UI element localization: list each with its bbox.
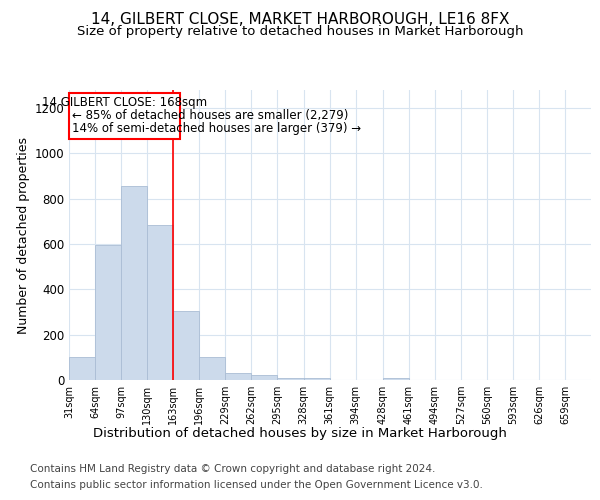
Text: Contains HM Land Registry data © Crown copyright and database right 2024.: Contains HM Land Registry data © Crown c… xyxy=(30,464,436,474)
Bar xyxy=(304,378,329,380)
FancyBboxPatch shape xyxy=(69,94,179,138)
Text: 14, GILBERT CLOSE, MARKET HARBOROUGH, LE16 8FX: 14, GILBERT CLOSE, MARKET HARBOROUGH, LE… xyxy=(91,12,509,28)
Text: 14% of semi-detached houses are larger (379) →: 14% of semi-detached houses are larger (… xyxy=(72,122,361,135)
Text: Contains public sector information licensed under the Open Government Licence v3: Contains public sector information licen… xyxy=(30,480,483,490)
Bar xyxy=(121,186,147,380)
Bar xyxy=(199,358,226,380)
Bar xyxy=(251,376,277,380)
Text: Distribution of detached houses by size in Market Harborough: Distribution of detached houses by size … xyxy=(93,428,507,440)
Bar xyxy=(173,311,199,380)
Text: Size of property relative to detached houses in Market Harborough: Size of property relative to detached ho… xyxy=(77,25,523,38)
Bar xyxy=(147,225,173,380)
Y-axis label: Number of detached properties: Number of detached properties xyxy=(17,136,30,334)
Bar xyxy=(95,245,121,380)
Bar xyxy=(69,358,95,380)
Bar xyxy=(277,378,304,380)
Text: ← 85% of detached houses are smaller (2,279): ← 85% of detached houses are smaller (2,… xyxy=(72,109,349,122)
Text: 14 GILBERT CLOSE: 168sqm: 14 GILBERT CLOSE: 168sqm xyxy=(42,96,207,109)
Bar xyxy=(226,373,251,380)
Bar xyxy=(383,378,409,380)
